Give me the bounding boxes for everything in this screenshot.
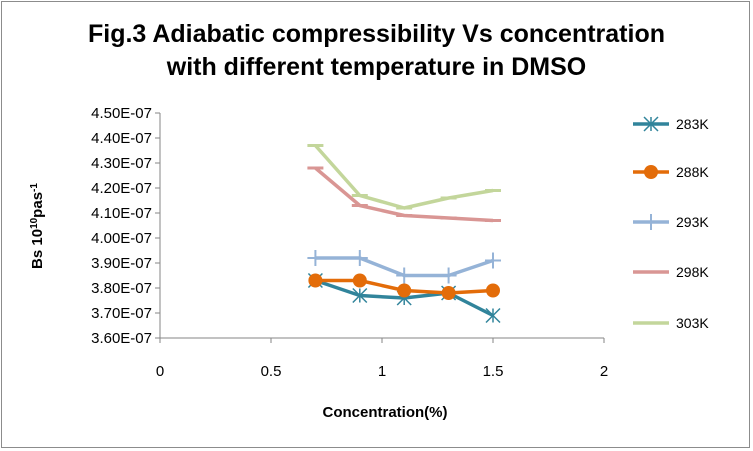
data-point-288K-marker	[441, 286, 456, 300]
legend-label: 288K	[676, 164, 709, 180]
x-tick-label: 0.5	[261, 363, 282, 380]
data-point-288K-marker	[352, 273, 367, 288]
y-tick-label: 3.60E-07	[91, 330, 152, 347]
y-tick-label: 4.00E-07	[91, 230, 152, 247]
y-tick-label: 4.40E-07	[91, 130, 152, 147]
x-tick-label: 1	[378, 363, 386, 380]
x-tick-label: 2	[600, 363, 608, 380]
y-tick-label: 4.10E-07	[91, 205, 152, 222]
legend-item-298K: 298K	[633, 264, 709, 280]
series-303K	[307, 144, 501, 210]
legend-283K-marker	[643, 116, 659, 132]
chart-title-line-2: with different temperature in DMSO	[166, 53, 587, 81]
y-tick-label: 3.80E-07	[91, 280, 152, 297]
y-tick-label: 4.30E-07	[91, 155, 152, 172]
legend-label: 293K	[676, 214, 709, 230]
legend: 283K 288K 293K 298K 303K	[633, 116, 709, 331]
y-axis-title-sup-1: 10	[29, 217, 40, 229]
series-293K	[307, 250, 501, 284]
y-axis-title-sup-2: -1	[29, 183, 40, 192]
data-point-293K-marker	[440, 267, 457, 284]
x-axis-title: Concentration(%)	[323, 404, 448, 421]
series-layer	[307, 144, 501, 324]
chart-title-line-1: Fig.3 Adiabatic compressibility Vs conce…	[88, 20, 665, 48]
x-tick-label: 0	[156, 363, 164, 380]
data-point-293K-marker	[351, 250, 368, 266]
legend-label: 298K	[676, 264, 709, 280]
y-axis-ticks: 4.50E-07 4.40E-07 4.30E-07 4.20E-07 4.10E-07…	[91, 105, 160, 347]
y-tick-label: 4.20E-07	[91, 180, 152, 197]
data-point-288K-marker	[308, 273, 323, 288]
y-axis-title: Bs 1010pas-1	[29, 183, 47, 269]
series-288K	[308, 273, 500, 300]
legend-item-303K: 303K	[633, 315, 709, 331]
y-tick-label: 4.50E-07	[91, 105, 152, 122]
data-point-293K-marker	[307, 250, 324, 266]
y-axis-title-part-2: pas	[29, 192, 46, 218]
legend-item-293K: 293K	[633, 214, 709, 230]
x-axis-ticks: 0 0.5 1 1.5 2	[156, 338, 608, 380]
legend-item-283K: 283K	[633, 116, 709, 132]
series-298K	[307, 166, 501, 223]
legend-288K-marker	[644, 165, 658, 179]
y-tick-label: 3.70E-07	[91, 305, 152, 322]
y-tick-label: 3.90E-07	[91, 255, 152, 272]
legend-label: 283K	[676, 116, 709, 132]
legend-293K-marker	[643, 214, 659, 230]
series-line-303K	[314, 144, 494, 210]
x-tick-label: 1.5	[483, 363, 504, 380]
legend-item-288K: 288K	[633, 164, 709, 180]
data-point-283K-marker	[352, 287, 368, 304]
data-point-293K-marker	[396, 267, 413, 284]
data-point-288K-marker	[397, 283, 412, 298]
data-point-283K-marker	[485, 307, 501, 324]
data-point-288K-marker	[486, 283, 500, 298]
legend-label: 303K	[676, 315, 709, 331]
data-point-293K-marker	[485, 252, 501, 269]
y-axis-title-part-1: Bs 10	[29, 229, 46, 269]
chart-title: Fig.3 Adiabatic compressibility Vs conce…	[0, 18, 753, 84]
